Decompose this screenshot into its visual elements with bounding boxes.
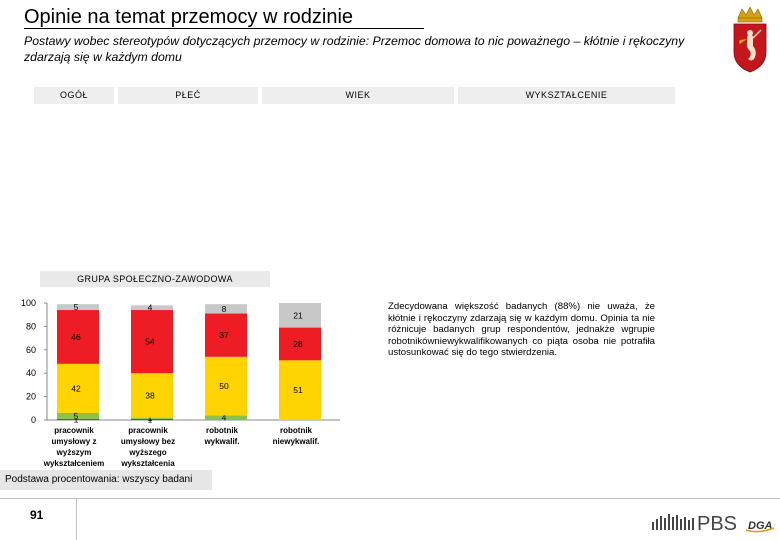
bar-segment <box>57 363 99 413</box>
category-label: wykwalif. <box>203 437 239 446</box>
bar-segment <box>205 313 247 357</box>
data-label: 42 <box>71 383 81 393</box>
bar-segment <box>279 360 321 420</box>
data-label: 5 <box>74 411 79 421</box>
segment-header-wyksztalcenie: WYKSZTAŁCENIE <box>458 87 675 104</box>
y-tick-label: 20 <box>26 392 36 402</box>
data-label: 21 <box>293 310 303 320</box>
data-label: 8 <box>222 304 227 314</box>
y-tick-label: 40 <box>26 368 36 378</box>
footer-divider-vertical <box>76 498 77 540</box>
bar-segment <box>205 304 247 314</box>
title-underline <box>24 28 424 29</box>
data-label: 37 <box>219 330 229 340</box>
category-label: pracownik <box>54 426 94 435</box>
pbs-dga-logo: PBS DGA <box>652 513 775 535</box>
svg-text:PBS: PBS <box>697 513 737 535</box>
bar-segment <box>57 412 99 419</box>
data-label: 4 <box>222 413 227 423</box>
bar-segment <box>205 356 247 416</box>
segment-header-ogol: OGÓŁ <box>34 87 114 104</box>
bar-segment <box>131 310 173 374</box>
data-label: 1 <box>148 414 153 424</box>
data-label: 38 <box>145 390 155 400</box>
page-number: 91 <box>30 508 44 522</box>
data-label: 28 <box>293 339 303 349</box>
bar-segment <box>279 327 321 361</box>
bar-segment <box>57 310 99 364</box>
data-label: 54 <box>145 337 155 347</box>
base-note: Podstawa procentowania: wszyscy badani <box>0 470 212 490</box>
data-label: 51 <box>293 385 303 395</box>
bar-segment <box>131 305 173 311</box>
category-label: robotnik <box>280 426 313 435</box>
segment-header-wiek: WIEK <box>262 87 454 104</box>
bar-segment <box>57 418 99 420</box>
bar-segment <box>131 417 173 419</box>
y-tick-label: 80 <box>26 321 36 331</box>
category-label: pracownik <box>128 426 168 435</box>
data-label: 46 <box>71 332 81 342</box>
data-label: 50 <box>219 381 229 391</box>
y-tick-label: 100 <box>21 298 36 308</box>
data-label: 4 <box>148 303 153 313</box>
category-label: wyższego <box>128 448 166 457</box>
data-label: 5 <box>74 302 79 312</box>
category-label: niewykwalif. <box>273 437 320 446</box>
chart-description: Zdecydowana większość badanych (88%) nie… <box>388 301 655 359</box>
segment-header-grupa-spoleczno-zawodowa: GRUPA SPOŁECZNO-ZAWODOWA <box>40 271 270 287</box>
page-subtitle: Postawy wobec stereotypów dotyczących pr… <box>24 34 685 64</box>
stacked-bar-chart: 0 20 40 60 80 100 1 5 42 46 5 pracownik umysłowy z wy… <box>0 290 380 480</box>
warsaw-crest-icon <box>733 6 767 73</box>
category-label: wyższym <box>56 448 92 457</box>
footer-divider <box>0 498 780 499</box>
bar-segment <box>205 415 247 420</box>
segment-header-plec: PŁEĆ <box>118 87 258 104</box>
svg-text:DGA: DGA <box>748 520 773 532</box>
y-tick-label: 60 <box>26 345 36 355</box>
page-title: Opinie na temat przemocy w rodzinie <box>24 6 354 28</box>
category-label: wykształceniem <box>43 459 104 468</box>
category-label: robotnik <box>206 426 239 435</box>
category-label: umysłowy z <box>52 437 97 446</box>
data-label: 1 <box>148 413 153 423</box>
bar-segment <box>279 303 321 328</box>
category-label: umysłowy bez <box>121 437 175 446</box>
data-label: 1 <box>74 414 79 424</box>
bar-segment <box>131 418 173 420</box>
y-tick-label: 0 <box>31 415 36 425</box>
bar-segment <box>131 373 173 418</box>
category-label: wykształcenia <box>120 459 175 468</box>
bar-segment <box>57 304 99 311</box>
